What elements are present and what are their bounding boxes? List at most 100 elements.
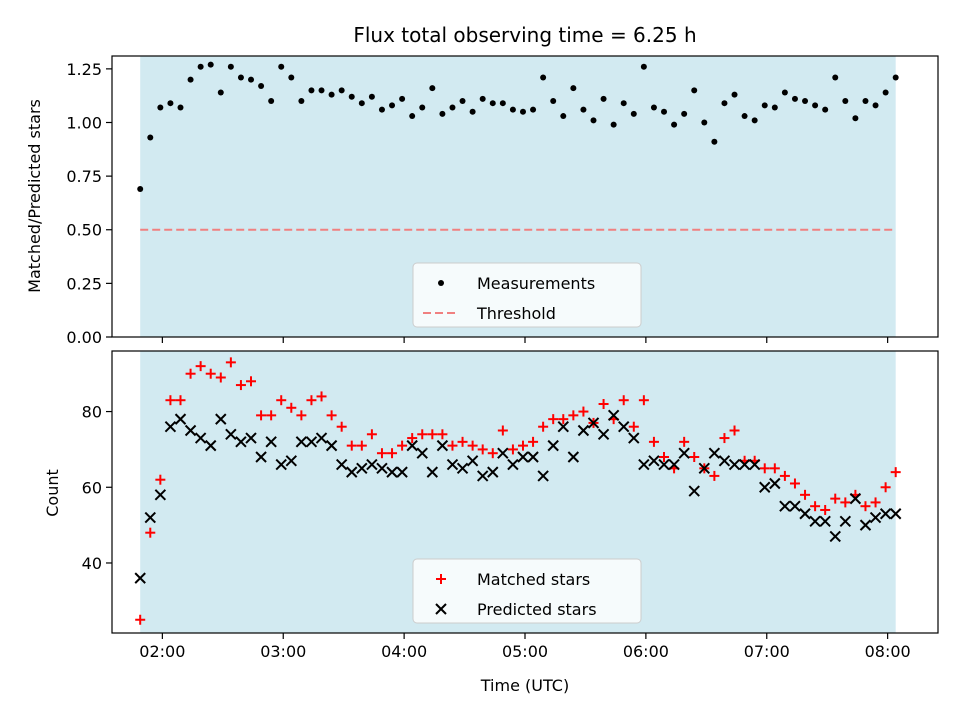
- predicted-star-point: [507, 458, 519, 471]
- matched-star-point: [376, 448, 387, 459]
- matched-star-point: [326, 410, 337, 421]
- predicted-star-point: [748, 458, 761, 471]
- matched-star-point: [538, 421, 549, 432]
- predicted-star-point: [618, 420, 630, 433]
- predicted-star-point: [225, 428, 237, 440]
- measurement-point: [489, 100, 496, 107]
- measurement-point: [741, 113, 748, 120]
- bottom-panel-counts: 02:00 03:00 04:00 05:00 06:00 07:00 08:00 40 60 8…: [82, 350, 939, 661]
- measurement-point: [278, 63, 285, 70]
- predicted-star-point: [215, 413, 227, 425]
- measurement-point: [751, 117, 758, 124]
- matched-star-point: [417, 429, 428, 440]
- matched-star-point: [225, 357, 236, 368]
- matched-star-point: [568, 410, 579, 421]
- predicted-star-point: [456, 462, 469, 475]
- measurement-point: [248, 76, 255, 83]
- predicted-star-point: [789, 500, 801, 512]
- matched-star-point: [457, 436, 468, 447]
- measurement-point: [419, 104, 426, 111]
- measurement-point: [781, 89, 788, 96]
- predicted-star-point: [487, 466, 499, 478]
- measurement-point: [157, 104, 164, 111]
- measurement-point: [338, 87, 345, 94]
- predicted-star-point: [346, 466, 358, 478]
- measurement-point: [550, 98, 557, 105]
- predicted-star-point: [305, 436, 318, 448]
- measurement-point: [177, 104, 184, 111]
- matched-star-point: [296, 410, 307, 421]
- matched-star-point: [890, 467, 901, 478]
- measurement-point: [449, 104, 456, 111]
- matched-star-point: [387, 448, 398, 459]
- predicted-star-point: [376, 462, 388, 475]
- predicted-star-point: [839, 515, 852, 528]
- matched-star-point: [477, 444, 488, 455]
- predicted-star-point: [265, 436, 277, 448]
- matched-star-point: [810, 501, 821, 512]
- matched-star-point: [659, 451, 670, 462]
- predicted-star-point: [718, 455, 731, 467]
- predicted-star-point: [678, 447, 690, 459]
- x-tick-label: 02:00: [139, 642, 185, 661]
- x-tick-label: 05:00: [502, 642, 548, 661]
- y-tick-label: 1.25: [66, 60, 102, 79]
- predicted-star-point: [245, 432, 257, 444]
- predicted-star-point: [769, 477, 781, 490]
- measurement-point: [832, 74, 839, 81]
- measurement-point: [600, 95, 607, 102]
- measurement-point: [409, 113, 416, 120]
- legend: Matched stars Predicted stars: [412, 558, 642, 624]
- predicted-star-point: [356, 462, 368, 475]
- predicted-star-point: [688, 485, 700, 497]
- predicted-star-point: [275, 458, 287, 471]
- y-tick-label: 0.25: [66, 274, 102, 293]
- matched-star-point: [286, 402, 297, 413]
- measurement-point: [842, 98, 849, 105]
- top-panel-ratio: 0.00 0.25 0.50 0.75 1.00 1.25 Measurements Thre…: [66, 55, 939, 347]
- predicted-star-point: [809, 515, 821, 528]
- predicted-star-point: [446, 458, 459, 471]
- predicted-star-point: [537, 470, 549, 482]
- predicted-star-point: [628, 432, 640, 444]
- matched-star-point: [558, 414, 569, 425]
- measurement-point: [429, 85, 436, 92]
- legend: Measurements Threshold: [412, 262, 642, 328]
- matched-star-point: [578, 406, 589, 417]
- matched-star-point: [820, 504, 831, 515]
- matched-star-point: [195, 361, 206, 372]
- measurement-point: [681, 110, 688, 117]
- measurement-point: [509, 106, 516, 113]
- matched-star-point: [316, 391, 327, 402]
- matched-star-point: [205, 368, 216, 379]
- predicted-star-point: [154, 489, 167, 501]
- measurement-point: [137, 185, 144, 192]
- measurement-point: [701, 119, 708, 126]
- predicted-star-point: [829, 530, 841, 543]
- matched-star-point: [165, 395, 176, 406]
- y-tick-label: 0.75: [66, 167, 102, 186]
- measurement-point: [499, 100, 506, 107]
- predicted-star-point: [607, 409, 620, 422]
- matched-star-point: [447, 440, 458, 451]
- measurement-point: [791, 95, 798, 102]
- predicted-star-point: [386, 466, 398, 478]
- predicted-star-point: [819, 515, 831, 528]
- matched-star-point: [145, 527, 156, 538]
- predicted-star-point: [738, 458, 751, 471]
- matched-star-point: [215, 372, 226, 383]
- predicted-star-point: [164, 420, 177, 433]
- measurement-point: [560, 113, 567, 120]
- predicted-star-point: [466, 455, 479, 467]
- legend-label: Predicted stars: [477, 600, 597, 619]
- predicted-star-point: [205, 439, 217, 452]
- matched-star-point: [266, 410, 277, 421]
- measurement-point: [358, 100, 365, 107]
- matched-star-point: [155, 474, 166, 485]
- matched-star-point: [517, 440, 528, 451]
- measurement-point: [308, 87, 315, 94]
- y-tick-label: 0.00: [66, 328, 102, 347]
- matched-star-point: [618, 395, 629, 406]
- matched-star-point: [800, 489, 811, 500]
- measurement-point: [288, 74, 295, 81]
